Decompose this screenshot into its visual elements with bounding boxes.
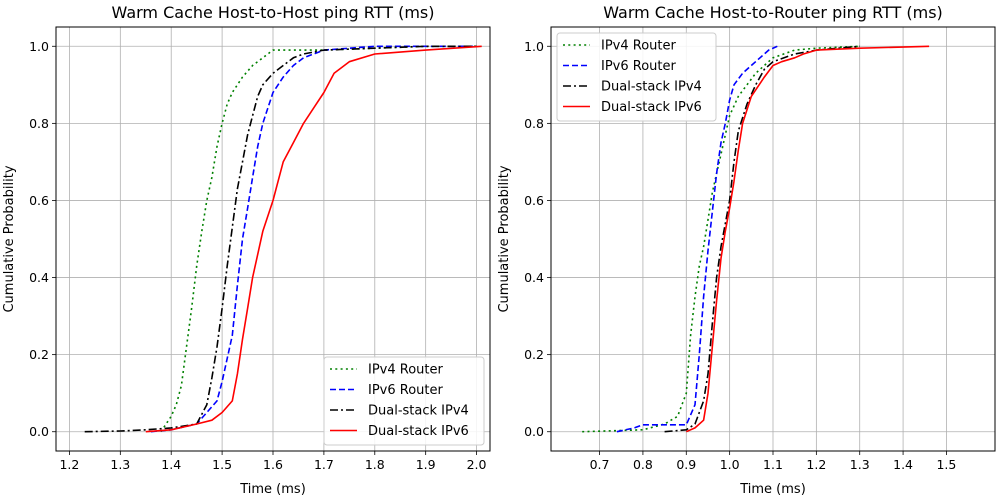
series-line-ipv6-router bbox=[150, 45, 477, 433]
y-tick-label: 0.6 bbox=[29, 193, 49, 208]
series-group bbox=[84, 45, 482, 433]
x-axis-label: Time (ms) bbox=[739, 482, 806, 497]
series-line-dual-stack-ipv6 bbox=[145, 45, 482, 433]
series-line-dual-stack-ipv6 bbox=[685, 45, 930, 433]
x-tick-label: 1.1 bbox=[763, 457, 783, 472]
legend-label-ipv4-router: IPv4 Router bbox=[601, 39, 677, 54]
legend-label-ipv6-router: IPv6 Router bbox=[368, 383, 444, 398]
y-tick-label: 0.2 bbox=[524, 347, 544, 362]
x-tick-label: 1.8 bbox=[365, 457, 385, 472]
x-tick-label: 1.2 bbox=[806, 457, 826, 472]
grid bbox=[551, 27, 995, 451]
y-tick-label: 0.0 bbox=[29, 424, 49, 439]
y-tick-label: 0.8 bbox=[524, 116, 544, 131]
legend-label-ipv4-router: IPv4 Router bbox=[368, 363, 444, 378]
legend-box bbox=[323, 356, 485, 446]
x-axis-label: Time (ms) bbox=[239, 482, 306, 497]
y-tick-label: 0.0 bbox=[524, 424, 544, 439]
x-tick-label: 1.9 bbox=[416, 457, 436, 472]
y-tick-label: 0.6 bbox=[524, 193, 544, 208]
series-group bbox=[582, 45, 930, 433]
x-tick-label: 1.3 bbox=[850, 457, 870, 472]
x-tick-label: 1.0 bbox=[720, 457, 740, 472]
legend-box bbox=[556, 32, 717, 122]
x-tick-label: 1.5 bbox=[212, 457, 232, 472]
x-tick-label: 0.9 bbox=[676, 457, 696, 472]
x-tick-label: 1.5 bbox=[936, 457, 956, 472]
x-tick-label: 1.6 bbox=[263, 457, 283, 472]
legend: IPv4 Router IPv6 Router Dual-stack IPv4 Dua… bbox=[323, 356, 485, 446]
legend-label-dual-stack-ipv4: Dual-stack IPv4 bbox=[601, 80, 702, 95]
x-tick-label: 0.7 bbox=[590, 457, 610, 472]
legend-label-dual-stack-ipv6: Dual-stack IPv6 bbox=[601, 100, 702, 115]
chart-title: Warm Cache Host-to-Router ping RTT (ms) bbox=[603, 3, 943, 22]
x-tick-label: 1.4 bbox=[893, 457, 913, 472]
legend-label-ipv6-router: IPv6 Router bbox=[601, 59, 677, 74]
y-tick-label: 0.4 bbox=[29, 270, 49, 285]
x-tick-label: 1.3 bbox=[110, 457, 130, 472]
chart-panel-host-to-router: 0.7 0.8 0.9 1.0 1.1 1.2 1.3 1.4 1.5 0.0 0.2 0.4 0.6 0… bbox=[497, 3, 996, 497]
x-tick-label: 0.8 bbox=[633, 457, 653, 472]
series-line-ipv6-router bbox=[616, 45, 778, 433]
legend-label-dual-stack-ipv4: Dual-stack IPv4 bbox=[368, 404, 469, 419]
y-tick-label: 1.0 bbox=[29, 39, 49, 54]
y-tick-label: 1.0 bbox=[524, 39, 544, 54]
chart-title: Warm Cache Host-to-Host ping RTT (ms) bbox=[112, 3, 435, 22]
x-tick-label: 2.0 bbox=[467, 457, 487, 472]
legend-label-dual-stack-ipv6: Dual-stack IPv6 bbox=[368, 424, 469, 439]
y-tick-label: 0.8 bbox=[29, 116, 49, 131]
series-line-dual-stack-ipv4 bbox=[664, 45, 860, 433]
y-axis-label: Cumulative Probability bbox=[2, 165, 17, 312]
x-tick-label: 1.4 bbox=[161, 457, 181, 472]
chart-panel-host-to-host: 1.2 1.3 1.4 1.5 1.6 1.7 1.8 1.9 2.0 0.0 0.2 0.4 0.6 0… bbox=[2, 3, 491, 497]
y-tick-label: 0.2 bbox=[29, 347, 49, 362]
y-axis-label: Cumulative Probability bbox=[497, 165, 512, 312]
x-tick-label: 1.7 bbox=[314, 457, 334, 472]
y-tick-label: 0.4 bbox=[524, 270, 544, 285]
legend: IPv4 Router IPv6 Router Dual-stack IPv4 Dua… bbox=[556, 32, 717, 122]
x-tick-label: 1.2 bbox=[59, 457, 79, 472]
